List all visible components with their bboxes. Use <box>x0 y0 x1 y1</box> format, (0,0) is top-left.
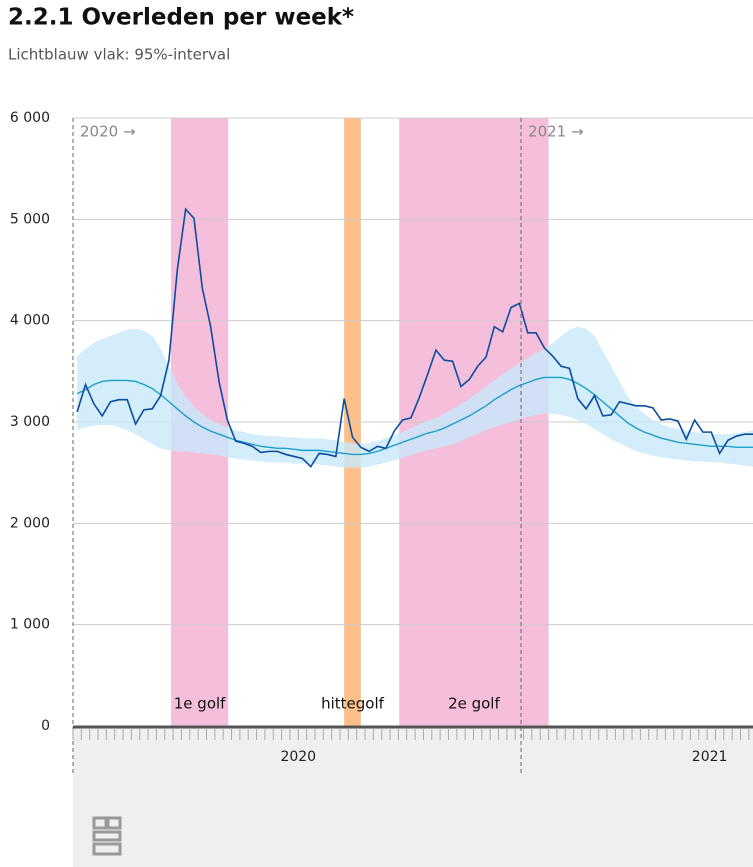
cbs-logo <box>92 816 122 856</box>
region-label: 2e golf <box>448 695 500 713</box>
y-tick-label: 6 000 <box>10 110 50 126</box>
region-label: hittegolf <box>321 695 385 713</box>
y-tick-label: 2 000 <box>10 515 50 531</box>
annotation: 2021 → <box>528 123 584 141</box>
axis-background <box>73 728 753 867</box>
y-tick-label: 0 <box>41 718 50 734</box>
chart-title: 2.2.1 Overleden per week* <box>8 5 354 31</box>
line <box>76 207 753 468</box>
interval-band <box>77 326 753 468</box>
y-tick-label: 1 000 <box>10 617 50 633</box>
chart-subtitle: Lichtblauw vlak: 95%-interval <box>8 46 230 64</box>
x-tick-label: 2021 <box>692 749 728 765</box>
y-tick-label: 5 000 <box>10 211 50 227</box>
line <box>76 376 753 456</box>
region-label: 1e golf <box>174 695 226 713</box>
y-tick-label: 3 000 <box>10 414 50 430</box>
y-tick-label: 4 000 <box>10 313 50 329</box>
annotation: 2020 → <box>80 123 136 141</box>
x-tick-label: 2020 <box>280 749 316 765</box>
